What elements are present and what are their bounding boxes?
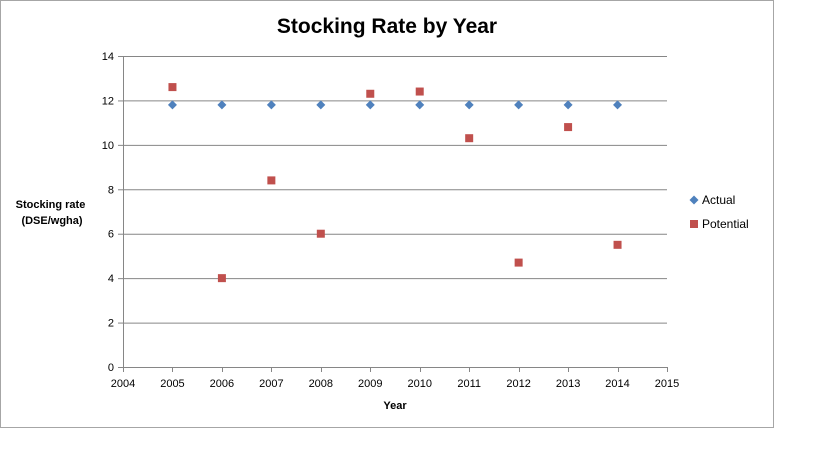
y-tick-label: 12	[102, 95, 114, 107]
x-tick-label: 2008	[309, 378, 333, 390]
data-point-actual	[563, 100, 573, 110]
data-point-potential	[514, 258, 523, 267]
data-point-actual	[365, 100, 375, 110]
x-tick-label: 2007	[259, 378, 283, 390]
y-axis-label: Stocking rate (DSE/wgha)	[16, 199, 89, 227]
legend-item-potential: Potential	[690, 217, 749, 231]
data-point-actual	[316, 100, 326, 110]
data-point-potential	[613, 240, 622, 249]
data-point-potential	[366, 89, 375, 98]
data-point-actual	[266, 100, 276, 110]
data-point-potential	[415, 87, 424, 96]
x-tick-label: 2013	[556, 378, 580, 390]
x-axis-label: Year	[383, 400, 407, 412]
legend-label-potential: Potential	[702, 217, 749, 231]
x-tick-label: 2010	[407, 378, 431, 390]
chart-area	[0, 0, 774, 428]
data-series	[167, 83, 623, 283]
y-axis-label-line-2: (DSE/wgha)	[21, 215, 82, 227]
x-tick-label: 2012	[506, 378, 530, 390]
y-tick-label: 2	[108, 318, 114, 330]
y-tick-label: 4	[108, 273, 114, 285]
y-tick-label: 10	[102, 140, 114, 152]
y-axis-label-line-1: Stocking rate	[16, 199, 86, 211]
x-tick-label: 2004	[111, 378, 135, 390]
x-tick-label: 2009	[358, 378, 382, 390]
x-tick-label: 2006	[210, 378, 234, 390]
data-point-potential	[168, 83, 177, 92]
legend-item-actual: Actual	[689, 193, 735, 207]
data-point-actual	[167, 100, 177, 110]
gridlines	[123, 56, 667, 324]
data-point-potential	[316, 229, 325, 238]
chart-title: Stocking Rate by Year	[277, 15, 497, 38]
y-tick-label: 6	[108, 229, 114, 241]
legend: Actual Potential	[689, 193, 749, 231]
y-tick-label: 8	[108, 184, 114, 196]
data-point-actual	[217, 100, 227, 110]
legend-marker-actual	[689, 195, 699, 205]
axes	[118, 56, 668, 372]
data-point-actual	[514, 100, 524, 110]
tick-labels: 0 2 4 6 8 10 12 14 2004 2005 2006 2007 2008 2009 2010 2…	[102, 51, 679, 390]
data-point-potential	[267, 176, 276, 185]
x-tick-label: 2014	[605, 378, 629, 390]
x-tick-label: 2011	[457, 378, 481, 390]
data-point-potential	[217, 274, 226, 283]
data-point-actual	[464, 100, 474, 110]
series-actual	[167, 100, 623, 110]
y-tick-label: 14	[102, 51, 114, 63]
data-point-potential	[564, 123, 573, 132]
x-tick-label: 2005	[160, 378, 184, 390]
data-point-potential	[465, 134, 474, 143]
data-point-actual	[613, 100, 623, 110]
series-potential	[168, 83, 622, 283]
data-point-actual	[415, 100, 425, 110]
legend-label-actual: Actual	[702, 193, 735, 207]
x-tick-label: 2015	[655, 378, 679, 390]
legend-marker-potential	[690, 220, 698, 228]
y-tick-label: 0	[108, 362, 114, 374]
